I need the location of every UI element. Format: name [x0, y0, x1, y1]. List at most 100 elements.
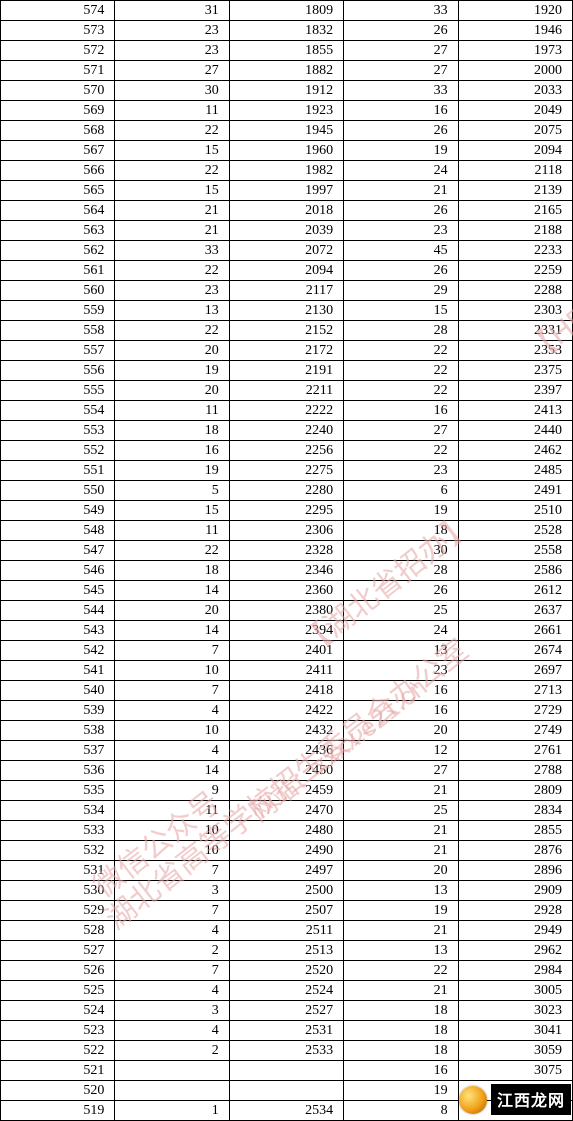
table-cell: 2188 [458, 221, 572, 241]
table-row: 551192275232485 [1, 461, 573, 481]
table-row: 561222094262259 [1, 261, 573, 281]
table-cell: 569 [1, 101, 115, 121]
table-cell: 4 [115, 981, 229, 1001]
table-cell: 1923 [229, 101, 343, 121]
table-cell: 20 [115, 601, 229, 621]
table-row: 54072418162713 [1, 681, 573, 701]
table-cell: 24 [344, 161, 458, 181]
table-cell: 20 [115, 341, 229, 361]
table-cell: 2637 [458, 601, 572, 621]
table-cell: 13 [344, 641, 458, 661]
table-cell: 533 [1, 821, 115, 841]
table-cell: 23 [115, 41, 229, 61]
table-cell: 26 [344, 121, 458, 141]
table-cell: 528 [1, 921, 115, 941]
table-cell: 29 [344, 281, 458, 301]
score-table-body: 5743118093319205732318322619465722318552… [1, 1, 573, 1121]
table-cell: 1982 [229, 161, 343, 181]
table-cell: 19 [344, 901, 458, 921]
table-row: 557202172222353 [1, 341, 573, 361]
table-cell: 21 [344, 921, 458, 941]
table-cell: 557 [1, 341, 115, 361]
table-row: 52672520222984 [1, 961, 573, 981]
table-row: 555202211222397 [1, 381, 573, 401]
table-row: 549152295192510 [1, 501, 573, 521]
table-cell: 2072 [229, 241, 343, 261]
table-cell: 26 [344, 201, 458, 221]
table-cell: 563 [1, 221, 115, 241]
table-cell: 527 [1, 941, 115, 961]
table-cell: 22 [344, 381, 458, 401]
table-cell: 2524 [229, 981, 343, 1001]
table-cell: 2480 [229, 821, 343, 841]
table-cell: 1997 [229, 181, 343, 201]
table-row: 52222533183059 [1, 1041, 573, 1061]
table-cell: 21 [344, 981, 458, 1001]
table-cell: 20 [115, 381, 229, 401]
table-cell: 7 [115, 961, 229, 981]
table-cell: 546 [1, 561, 115, 581]
table-cell: 27 [115, 61, 229, 81]
table-cell: 2380 [229, 601, 343, 621]
table-cell: 2432 [229, 721, 343, 741]
table-cell: 558 [1, 321, 115, 341]
table-cell: 551 [1, 461, 115, 481]
table-cell: 27 [344, 421, 458, 441]
table-cell: 7 [115, 901, 229, 921]
table-cell: 2534 [229, 1101, 343, 1121]
table-cell: 23 [344, 661, 458, 681]
table-cell: 2275 [229, 461, 343, 481]
table-cell: 13 [344, 941, 458, 961]
table-cell: 2440 [458, 421, 572, 441]
table-cell: 543 [1, 621, 115, 641]
table-cell: 573 [1, 21, 115, 41]
table-cell: 4 [115, 921, 229, 941]
table-row: 562332072452233 [1, 241, 573, 261]
table-row: 546182346282586 [1, 561, 573, 581]
table-cell: 45 [344, 241, 458, 261]
table-cell: 11 [115, 101, 229, 121]
table-cell: 13 [344, 881, 458, 901]
table-cell: 15 [115, 141, 229, 161]
table-cell: 2490 [229, 841, 343, 861]
table-cell: 11 [115, 521, 229, 541]
dragon-icon [459, 1086, 487, 1114]
table-row: 5505228062491 [1, 481, 573, 501]
table-cell: 2485 [458, 461, 572, 481]
table-cell: 2139 [458, 181, 572, 201]
table-row: 545142360262612 [1, 581, 573, 601]
site-logo-text: 江西龙网 [491, 1084, 571, 1115]
table-cell: 561 [1, 261, 115, 281]
table-cell: 1973 [458, 41, 572, 61]
table-cell: 2527 [229, 1001, 343, 1021]
table-cell: 20 [344, 721, 458, 741]
table-cell: 570 [1, 81, 115, 101]
table-row: 554112222162413 [1, 401, 573, 421]
table-cell: 2510 [458, 501, 572, 521]
table-cell: 2394 [229, 621, 343, 641]
table-cell: 555 [1, 381, 115, 401]
table-row: 536142450272788 [1, 761, 573, 781]
table-cell: 19 [344, 141, 458, 161]
table-cell: 2331 [458, 321, 572, 341]
table-cell: 2360 [229, 581, 343, 601]
table-row: 52432527183023 [1, 1001, 573, 1021]
table-cell: 27 [344, 761, 458, 781]
table-cell: 15 [115, 501, 229, 521]
table-cell: 571 [1, 61, 115, 81]
table-cell: 22 [115, 541, 229, 561]
table-cell: 3005 [458, 981, 572, 1001]
table-cell: 7 [115, 681, 229, 701]
table-cell: 2909 [458, 881, 572, 901]
table-cell: 2295 [229, 501, 343, 521]
table-cell: 10 [115, 821, 229, 841]
table-cell: 2497 [229, 861, 343, 881]
table-cell: 3041 [458, 1021, 572, 1041]
table-cell: 2928 [458, 901, 572, 921]
table-cell: 530 [1, 881, 115, 901]
table-cell: 2401 [229, 641, 343, 661]
table-row: 541102411232697 [1, 661, 573, 681]
table-cell: 7 [115, 861, 229, 881]
table-cell: 2303 [458, 301, 572, 321]
table-row: 565151997212139 [1, 181, 573, 201]
